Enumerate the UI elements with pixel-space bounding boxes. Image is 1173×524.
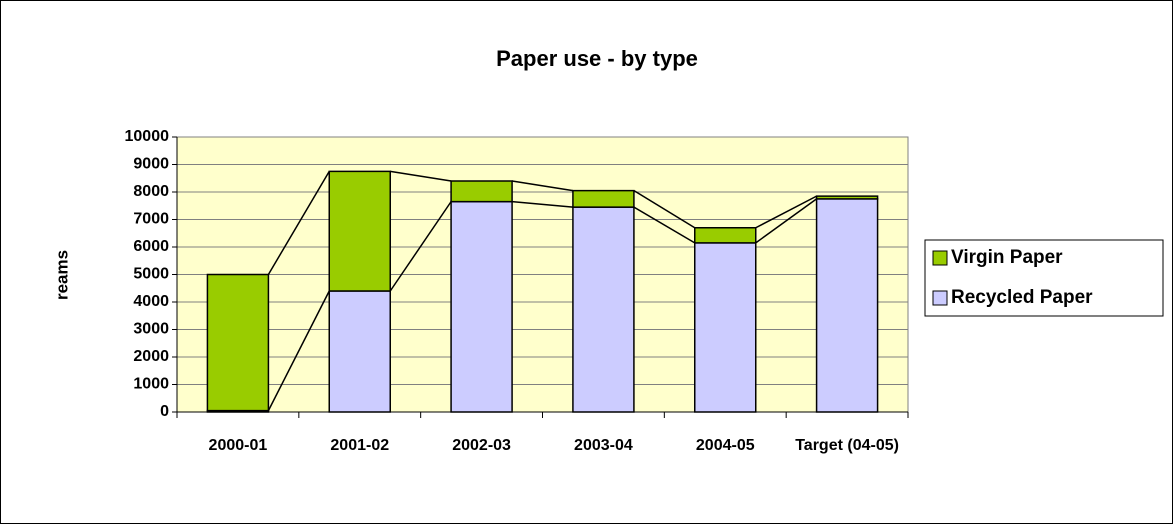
series-line [389,201,452,292]
series-line [633,189,696,229]
y-tick-label: 0 [160,403,169,420]
bar-segment [206,273,270,412]
legend-swatch [932,290,948,306]
y-tick-label: 1000 [133,376,169,393]
y-axis-label: reams [52,250,71,300]
y-tick-label: 6000 [133,238,169,255]
bar-segment [694,227,757,244]
x-tick-label: Target (04-05) [795,437,899,454]
series-line [633,206,696,244]
series-line [267,290,330,411]
legend-label: Recycled Paper [951,287,1093,308]
x-tick-label: 2001-02 [330,437,390,454]
y-tick-label: 8000 [133,183,169,200]
y-tick-label: 9000 [133,156,169,173]
series-line [511,180,574,192]
x-tick-label: 2002-03 [452,437,511,454]
y-tick-label: 4000 [133,293,169,310]
y-tick-label: 2000 [133,348,169,365]
y-tick-label: 5000 [133,266,169,283]
series-line [390,170,452,182]
series-line [755,195,817,229]
bar-segment [694,242,757,413]
bar-segment [572,206,635,413]
bar-segment [815,198,879,413]
x-tick-label: 2004-05 [695,437,755,454]
bar-segment [450,180,513,203]
bar-segment [328,290,391,413]
y-tick-label: 3000 [133,321,169,338]
series-line [512,200,573,208]
legend-swatch [932,250,948,266]
y-tick-label: 7000 [133,211,169,228]
series-line [267,170,330,275]
legend-label: Virgin Paper [951,247,1063,268]
legend-box [924,239,1164,317]
y-tick-label: 10000 [125,128,170,145]
bar-segment [450,200,513,413]
x-tick-label: 2000-01 [208,437,268,454]
chart-title: Paper use - by type [496,46,698,71]
x-tick-label: 2003-04 [574,437,633,454]
bar-segment [328,170,391,292]
bar-segment [815,195,879,200]
series-line [755,198,818,244]
bar-segment [572,189,635,208]
